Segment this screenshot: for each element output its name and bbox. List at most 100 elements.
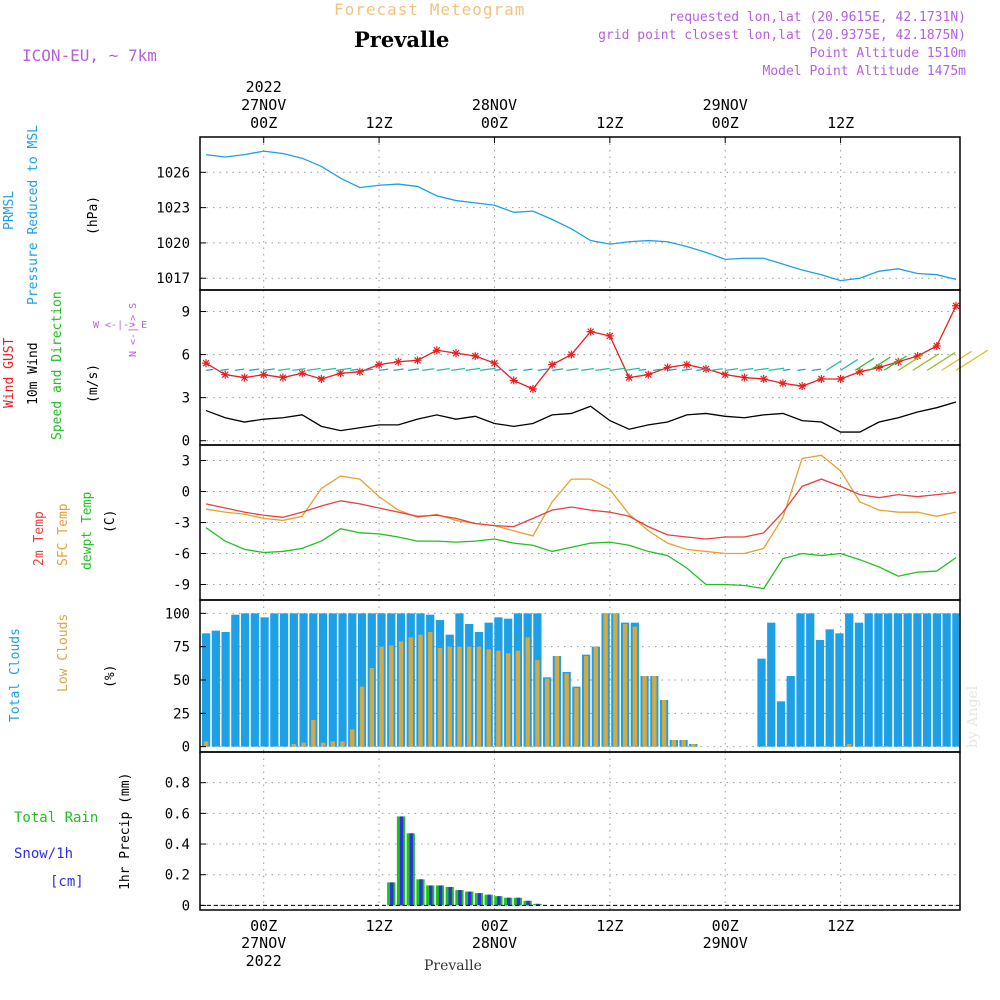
y-tick-label: 1023: [156, 201, 190, 217]
pressure-line: [205, 150, 957, 282]
gust-line-point: [875, 363, 884, 372]
total-cloud-bar: [874, 613, 883, 747]
total-cloud-bar: [211, 630, 220, 747]
low-cloud-bar: [642, 676, 647, 747]
top-time-tick: 00Z: [250, 114, 277, 132]
low-cloud-bar: [203, 741, 209, 747]
low-cloud-bar: [476, 646, 482, 747]
snow-bar: [458, 890, 462, 906]
gust-line-point: [278, 373, 287, 382]
page-title: Prevalle: [354, 27, 450, 52]
total-cloud-bar: [221, 632, 230, 747]
gust-line-point: [836, 374, 845, 383]
precip-unit: 1hr Precip (mm): [118, 772, 133, 890]
wind-direction-arrow: [710, 368, 723, 372]
low-cloud-bar: [457, 646, 462, 747]
snow-bar: [419, 879, 423, 906]
model-altitude: Model Point Altitude 1475m: [762, 64, 967, 79]
total-cloud-bar: [250, 613, 259, 747]
gust-line-point: [202, 359, 210, 368]
y-tick-label: 0.8: [165, 776, 190, 792]
wind-direction-arrow: [869, 356, 891, 371]
top-year-label: 2022: [246, 78, 282, 96]
gust-line-point: [490, 359, 499, 368]
bottom-time-tick: 00Z: [481, 917, 508, 935]
snow-bar: [429, 885, 433, 906]
data-layer: [200, 150, 989, 906]
y-tick-label: 75: [173, 640, 190, 656]
wind-line: [205, 401, 957, 433]
y-tick-label: 1026: [156, 165, 190, 181]
low-cloud-bar: [291, 744, 297, 747]
wind-direction-arrow: [955, 349, 989, 371]
top-date-label: 27NOV: [241, 96, 286, 114]
clouds-unit: (%): [103, 664, 118, 688]
snow-bar: [399, 816, 404, 906]
total-cloud-bar: [923, 613, 932, 747]
total-cloud-bar: [260, 617, 269, 747]
total-cloud-bar: [884, 613, 893, 747]
low-cloud-bar: [486, 649, 491, 747]
top-time-tick: 12Z: [827, 114, 854, 132]
pressure-unit: (hPa): [86, 195, 101, 235]
wind-direction-arrow: [292, 367, 306, 372]
y-tick-label: 100: [165, 606, 190, 622]
bottom-date-label: 29NOV: [703, 934, 748, 952]
gust-line-point: [259, 370, 268, 379]
snow-bar: [516, 897, 521, 906]
bottom-time-tick: 00Z: [250, 917, 277, 935]
low-cloud-bar: [379, 646, 384, 747]
rain-label: Total Rain: [14, 810, 99, 826]
y-tick-label: 0: [182, 898, 190, 914]
low-cloud-bar: [447, 646, 452, 747]
total-cloud-bar: [309, 613, 318, 747]
total-clouds-label: Total Clouds: [8, 628, 23, 722]
wind-direction-arrow: [782, 368, 791, 372]
gust-line-point: [394, 357, 403, 366]
bottom-time-tick: 12Z: [596, 917, 623, 935]
gust-line-point: [778, 379, 787, 388]
wind-direction-arrow: [638, 368, 647, 372]
top-time-tick: 00Z: [712, 114, 739, 132]
total-cloud-bar: [357, 613, 367, 747]
total-cloud-bar: [893, 613, 903, 747]
snow-bar: [409, 833, 413, 906]
wind-direction-arrow: [552, 368, 564, 372]
text-layer: 10171020102310260369-9-6-303025507510000…: [156, 78, 854, 970]
gust-line-point: [509, 376, 518, 385]
top-date-label: 29NOV: [703, 96, 748, 114]
gust-line-point: [798, 382, 807, 391]
wind-direction-arrow: [278, 368, 291, 372]
total-cloud-bar: [825, 629, 834, 747]
dewpt-line: [205, 527, 957, 590]
low-cloud-bar: [632, 626, 638, 747]
wind-direction-arrow: [825, 360, 842, 371]
total-cloud-bar: [338, 613, 347, 747]
y-tick-label: 0.2: [165, 868, 190, 884]
wind-direction-arrow: [768, 367, 785, 372]
tsfc-label: SFC Temp: [56, 503, 71, 566]
gust-label: Wind GUST: [2, 337, 17, 408]
top-date-label: 28NOV: [472, 96, 517, 114]
wind-direction-arrow: [451, 367, 466, 372]
low-clouds-label: Low Clouds: [56, 613, 71, 692]
wind-direction-arrow: [753, 367, 769, 372]
low-cloud-bar: [583, 656, 589, 747]
total-cloud-bar: [913, 613, 922, 747]
wind-direction-arrow: [364, 368, 373, 372]
wind-direction-arrow: [234, 368, 245, 372]
wind-direction-arrow: [494, 368, 502, 372]
total-cloud-bar: [318, 613, 328, 747]
low-cloud-bar: [661, 700, 667, 747]
total-cloud-bar: [289, 613, 298, 747]
wind-unit: (m/s): [86, 363, 101, 403]
total-cloud-bar: [270, 613, 279, 747]
wind-direction-arrow: [811, 368, 822, 372]
panel-frame: [199, 751, 961, 911]
watermark: by Angel: [965, 685, 981, 748]
gust-line-point: [625, 373, 634, 382]
wind-direction-arrow: [523, 368, 533, 372]
gust-line-point: [817, 374, 826, 383]
gust-line-point: [586, 327, 595, 336]
